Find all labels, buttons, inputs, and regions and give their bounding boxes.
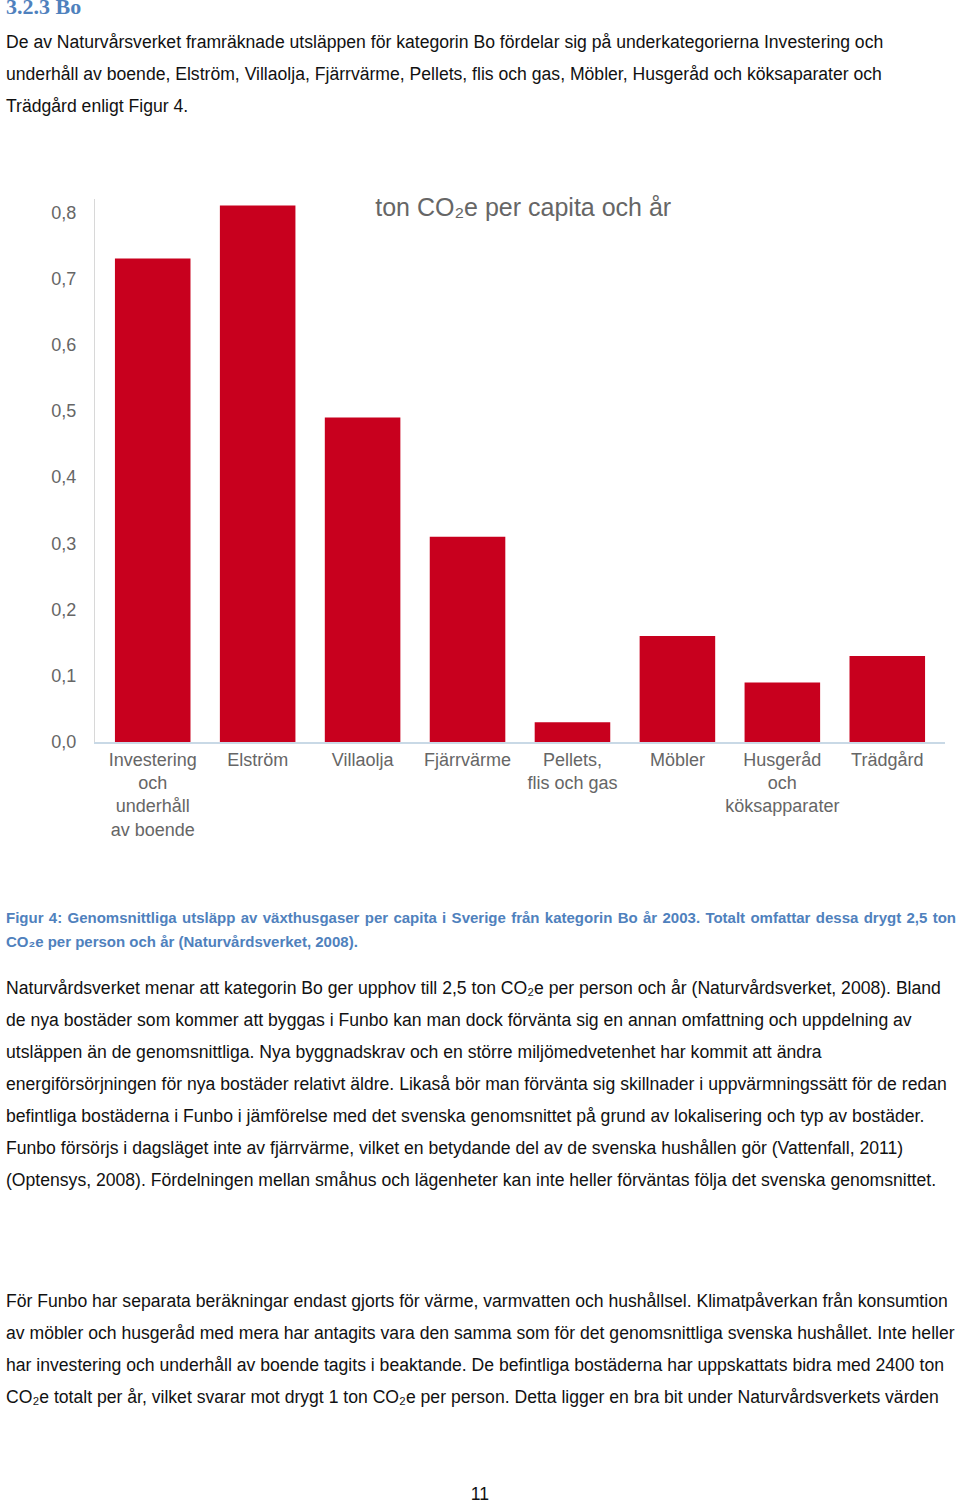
html-text:Naturvårdsverket menar att kat: Naturvårdsverket menar att kategorin Bo … (6, 978, 947, 1190)
html-text:De av Naturvårsverket framräkn: De av Naturvårsverket framräknade utsläp… (6, 32, 884, 116)
svg-text:Husgerådochköksapparater: Husgerådochköksapparater (725, 750, 839, 817)
svg-text:Pellets,flis och gas: Pellets,flis och gas (527, 750, 617, 793)
svg-text:0,6: 0,6 (51, 335, 76, 355)
svg-text:0,7: 0,7 (51, 269, 76, 289)
html-text:För Funbo har separata beräkni: För Funbo har separata beräkningar endas… (6, 1291, 955, 1407)
svg-text:0,2: 0,2 (51, 600, 76, 620)
svg-text:Trädgård: Trädgård (851, 750, 923, 770)
svg-text:Fjärrvärme: Fjärrvärme (424, 750, 511, 770)
svg-text:0,1: 0,1 (51, 666, 76, 686)
svg-text:Elström: Elström (227, 750, 288, 770)
svg-text:ton CO₂e per capita och år: ton CO₂e per capita och år (375, 193, 671, 221)
svg-text:Investeringochunderhållav boen: Investeringochunderhållav boende (109, 750, 197, 840)
svg-text:Villaolja: Villaolja (332, 750, 395, 770)
svg-text:0,0: 0,0 (51, 732, 76, 752)
html-text:Figur 4: Genomsnittliga utsläp: Figur 4: Genomsnittliga utsläpp av växth… (6, 909, 956, 950)
svg-text:0,3: 0,3 (51, 534, 76, 554)
svg-text:0,5: 0,5 (51, 401, 76, 421)
html-text:11: 11 (470, 1484, 490, 1504)
svg-text:0,8: 0,8 (51, 203, 76, 223)
svg-text:0,4: 0,4 (51, 467, 76, 487)
svg-text:Möbler: Möbler (650, 750, 705, 770)
